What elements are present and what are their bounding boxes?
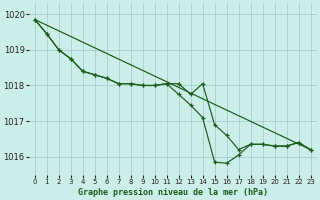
X-axis label: Graphe pression niveau de la mer (hPa): Graphe pression niveau de la mer (hPa)	[78, 188, 268, 197]
